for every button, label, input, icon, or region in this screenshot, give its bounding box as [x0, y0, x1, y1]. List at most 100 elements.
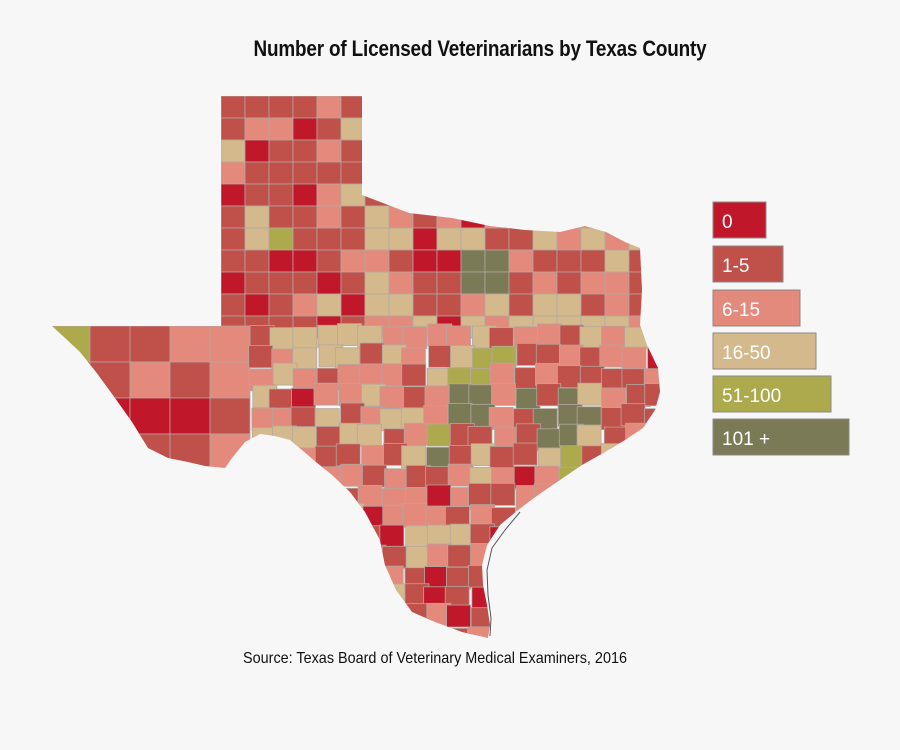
county-cell	[292, 117, 318, 141]
county-cell	[248, 606, 274, 630]
legend-label-16-50: 16-50	[722, 343, 771, 364]
county-cell	[316, 96, 342, 119]
county-cell	[335, 607, 360, 631]
county-cell	[490, 507, 516, 530]
legend-label-51-100: 51-100	[722, 386, 781, 407]
county-cell	[460, 96, 486, 119]
county-cell	[532, 627, 558, 638]
county-cell	[364, 249, 390, 273]
county-cell	[556, 293, 582, 317]
county-cell	[364, 161, 390, 185]
county-cell	[628, 249, 654, 273]
county-cell	[532, 227, 558, 251]
county-cell	[603, 604, 628, 628]
county-cell	[460, 271, 486, 295]
county-cell	[436, 271, 462, 295]
county-cell	[512, 602, 538, 626]
county-cell	[508, 227, 534, 251]
county-cell	[403, 625, 428, 638]
county-cell	[532, 139, 558, 163]
county-cell	[388, 161, 414, 185]
county-cell	[621, 607, 647, 631]
county-cell	[412, 293, 438, 317]
county-cell	[340, 117, 366, 141]
county-cell	[460, 139, 486, 163]
county-cell	[220, 96, 246, 119]
county-cell	[379, 524, 405, 548]
county-cell	[292, 526, 318, 549]
county-cell	[643, 588, 660, 612]
county-cell	[484, 139, 510, 163]
county-cell	[412, 249, 438, 273]
county-cell	[269, 445, 295, 469]
county-cell	[624, 508, 650, 532]
county-cell	[268, 117, 294, 141]
county-cell	[335, 487, 361, 511]
county-cell	[558, 466, 584, 490]
county-cell	[532, 507, 558, 531]
county-cell	[580, 623, 606, 638]
county-cell	[272, 607, 298, 631]
county-cell	[436, 227, 462, 251]
county-cell	[316, 293, 342, 317]
county-cell	[335, 524, 360, 548]
county-cell	[271, 565, 297, 589]
county-cell	[628, 293, 654, 317]
county-cell	[292, 426, 317, 449]
county-cell	[244, 249, 270, 273]
county-cell	[380, 583, 406, 607]
county-cell	[293, 582, 318, 606]
county-cell	[577, 585, 602, 609]
county-cell	[536, 428, 562, 452]
county-cell	[244, 183, 270, 207]
county-cell	[460, 205, 486, 229]
county-cell	[249, 446, 275, 470]
county-cell	[340, 271, 366, 295]
county-cell	[412, 205, 438, 229]
county-cell	[244, 117, 270, 141]
county-cell	[317, 608, 342, 631]
county-cell	[244, 139, 270, 163]
county-cell	[364, 117, 390, 141]
county-cell	[384, 468, 410, 492]
county-cell	[89, 361, 131, 399]
county-cell	[314, 548, 340, 571]
county-cell	[484, 293, 510, 317]
county-cell	[484, 205, 510, 229]
county-cell	[295, 566, 321, 590]
county-cell	[436, 183, 462, 207]
county-cell	[426, 484, 452, 508]
county-cell	[356, 423, 382, 447]
county-cell	[317, 587, 343, 611]
county-cell	[580, 227, 606, 251]
county-cell	[604, 293, 630, 317]
county-cell	[292, 205, 318, 229]
county-cell	[402, 502, 428, 526]
county-cell	[361, 566, 387, 590]
county-cell	[340, 293, 366, 317]
county-cell	[556, 249, 582, 273]
county-cell	[358, 363, 384, 387]
county-cell	[295, 606, 321, 629]
county-cell	[622, 484, 648, 508]
county-cell	[403, 422, 429, 446]
county-cell	[628, 227, 654, 251]
county-cell	[388, 293, 414, 317]
county-cell	[244, 205, 270, 229]
county-cell	[436, 96, 462, 119]
legend-label-101-plus: 101 +	[722, 429, 770, 450]
county-cell	[412, 139, 438, 163]
county-cell	[292, 271, 318, 295]
county-cell	[578, 525, 604, 549]
county-cell	[533, 483, 559, 507]
county-cell	[268, 161, 294, 185]
county-cell	[580, 205, 606, 229]
county-cell	[538, 607, 563, 631]
county-cell	[268, 139, 294, 163]
county-cell	[424, 385, 450, 409]
county-cell	[220, 139, 246, 163]
county-cell	[247, 562, 272, 586]
legend-label-1-5: 1-5	[722, 256, 749, 277]
county-cell	[405, 546, 431, 569]
county-cell	[268, 205, 294, 229]
